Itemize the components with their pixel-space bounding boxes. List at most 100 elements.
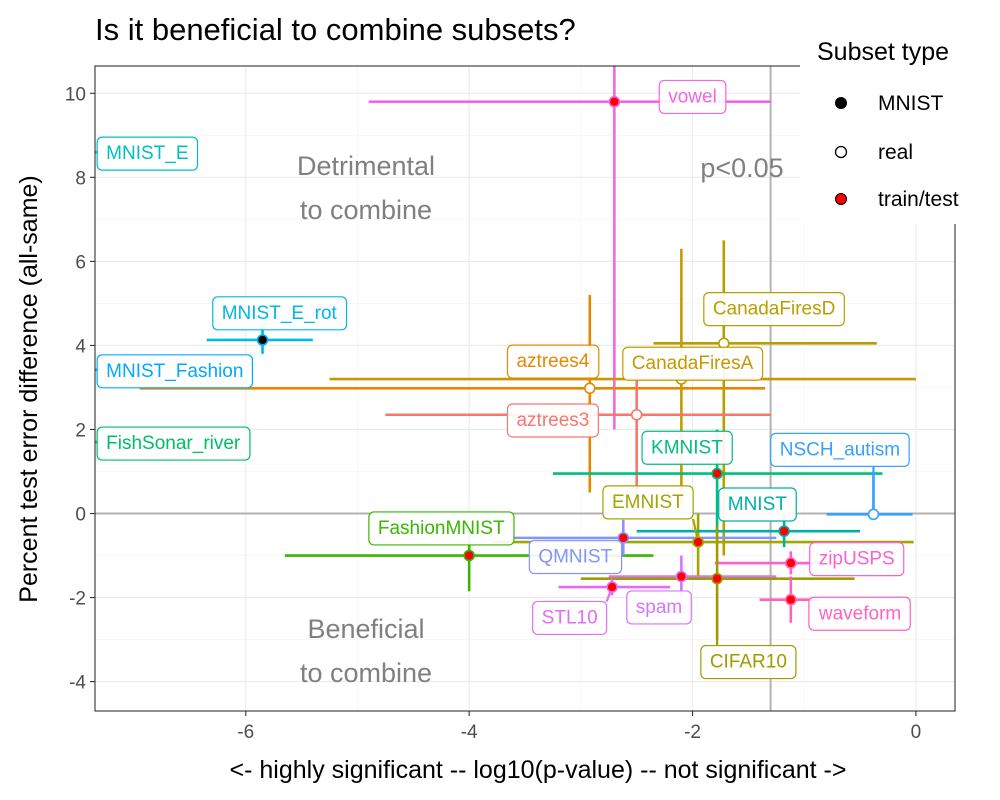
- data-label-text: aztrees4: [516, 351, 589, 372]
- x-tick-label: -6: [237, 722, 254, 743]
- data-label: waveform: [808, 596, 911, 631]
- data-label-text: MNIST_Fashion: [106, 361, 243, 382]
- data-label-text: FishSonar_river: [106, 433, 241, 454]
- data-label-text: vowel: [668, 86, 717, 107]
- data-point: [463, 549, 475, 562]
- data-label: EMNIST: [602, 485, 694, 520]
- data-label: spam: [626, 590, 692, 625]
- data-point: [711, 467, 723, 480]
- data-label-text: FashionMNIST: [378, 518, 505, 539]
- detrimental-label-line1: Detrimental: [297, 151, 435, 181]
- y-tick-label: -4: [69, 673, 86, 694]
- y-tick-label: 6: [75, 252, 86, 273]
- legend-background: [800, 24, 1000, 224]
- data-point: [692, 536, 704, 548]
- error-bars: [95, 66, 916, 640]
- legend-key-real: [834, 145, 848, 159]
- x-tick-label: -2: [684, 722, 701, 743]
- data-label-box: [368, 511, 515, 546]
- data-label-box: [528, 539, 623, 575]
- data-label-box: [626, 590, 692, 625]
- y-tick-label: 10: [65, 84, 86, 105]
- data-label: QMNIST: [528, 539, 623, 575]
- data-point: [778, 525, 790, 537]
- data-label-text: MNIST: [728, 494, 788, 515]
- beneficial-label-line2: to combine: [300, 658, 432, 688]
- data-point: [675, 570, 688, 583]
- y-tick-label: 2: [75, 420, 86, 441]
- y-axis-title: Percent test error difference (all-same): [15, 175, 43, 602]
- data-label-text: CIFAR10: [710, 652, 787, 673]
- reference-lines: [95, 66, 955, 711]
- data-label-text: aztrees3: [516, 410, 589, 431]
- data-label: vowel: [658, 79, 727, 115]
- data-point: [867, 508, 880, 521]
- data-label-text: EMNIST: [612, 492, 684, 513]
- data-point: [785, 593, 797, 606]
- data-point: [583, 382, 596, 395]
- data-label-text: STL10: [542, 607, 598, 628]
- x-tick-label: -4: [461, 722, 478, 743]
- panel-border: [94, 65, 956, 712]
- legend-title: Subset type: [817, 38, 949, 66]
- legend-key-traintest: [835, 193, 847, 205]
- point-labels: vowel MNIST_E MNIST_E_rot MNIST_Fashion Fish…: [96, 79, 911, 680]
- data-label-box: [96, 136, 199, 171]
- region-annotations: Detrimental to combine Beneficial to com…: [297, 151, 784, 688]
- data-point: [785, 557, 797, 569]
- x-tick-label: 0: [911, 722, 922, 743]
- data-point: [711, 572, 723, 585]
- data-label: CanadaFiresA: [622, 346, 764, 381]
- x-axis-title: <- highly significant -- log10(p-value) …: [230, 756, 847, 784]
- legend: Subset type MNIST real train/test: [800, 24, 1000, 224]
- data-label: MNIST_E_rot: [212, 296, 348, 331]
- data-label-box: [808, 596, 911, 631]
- y-tick-label: 8: [75, 168, 86, 189]
- data-label-box: [622, 346, 764, 381]
- data-label-text: CanadaFiresA: [632, 353, 754, 374]
- data-label-box: [703, 292, 845, 327]
- data-label-box: [641, 430, 733, 465]
- data-label-text: MNIST_E_rot: [222, 303, 338, 324]
- data-label-text: CanadaFiresD: [713, 299, 836, 320]
- data-point: [606, 581, 618, 593]
- data-label-box: [96, 354, 254, 389]
- data-label: FashionMNIST: [368, 511, 515, 546]
- data-label-text: KMNIST: [651, 437, 723, 458]
- chart-title: Is it beneficial to combine subsets?: [95, 12, 576, 47]
- data-point: [617, 532, 630, 544]
- data-points: [256, 95, 880, 606]
- data-label: KMNIST: [641, 430, 733, 465]
- significance-label: p<0.05: [700, 153, 783, 183]
- data-label: MNIST_E: [96, 136, 199, 171]
- legend-label-real: real: [878, 141, 913, 164]
- data-point: [630, 408, 643, 421]
- data-label: zipUSPS: [809, 542, 905, 577]
- data-label: MNIST: [718, 487, 797, 522]
- detrimental-label-line2: to combine: [300, 195, 432, 225]
- data-label: CanadaFiresD: [703, 292, 845, 327]
- legend-label-traintest: train/test: [878, 188, 959, 211]
- data-label: aztrees4: [506, 344, 600, 379]
- y-tick-label: 0: [75, 505, 86, 526]
- data-label-box: [532, 600, 608, 636]
- data-label-box: [658, 79, 727, 115]
- beneficial-label-line1: Beneficial: [307, 614, 424, 644]
- y-tick-label: -2: [69, 589, 86, 610]
- data-label-text: zipUSPS: [819, 549, 895, 570]
- legend-label-mnist: MNIST: [878, 92, 944, 115]
- data-label: MNIST_Fashion: [96, 354, 254, 389]
- data-label-box: [506, 403, 599, 438]
- data-label: STL10: [532, 600, 608, 636]
- data-label-box: [506, 344, 600, 379]
- data-label-box: [809, 542, 905, 577]
- data-point: [256, 334, 269, 346]
- y-tick-label: 4: [75, 336, 86, 357]
- data-label: CIFAR10: [700, 644, 797, 680]
- data-label-box: [96, 426, 251, 461]
- data-label-text: NSCH_autism: [780, 439, 900, 460]
- data-label-text: QMNIST: [538, 547, 612, 568]
- data-label-box: [212, 296, 348, 331]
- data-label-box: [718, 487, 797, 522]
